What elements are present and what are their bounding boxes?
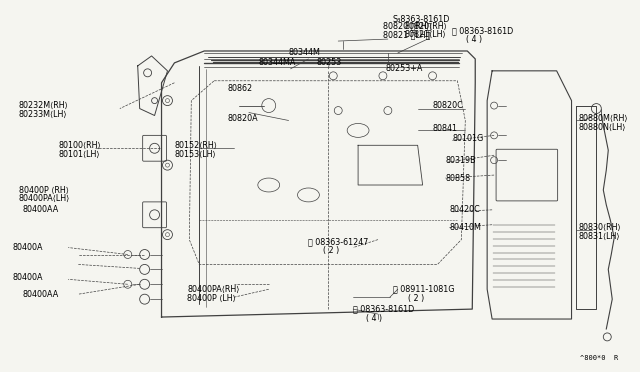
Text: 80319B: 80319B (445, 156, 476, 165)
Text: 80821 〈LH〉: 80821 〈LH〉 (383, 31, 430, 39)
Text: 80344MA: 80344MA (259, 58, 296, 67)
Text: ( 4 ): ( 4 ) (467, 35, 483, 44)
Text: 80400PA⟨LH⟩: 80400PA⟨LH⟩ (19, 195, 70, 203)
Text: ( 2 ): ( 2 ) (408, 294, 424, 303)
Text: 80233M⟨LH⟩: 80233M⟨LH⟩ (19, 110, 67, 119)
Text: 80253+A: 80253+A (386, 64, 423, 73)
Text: 80820C: 80820C (433, 101, 463, 110)
Text: 80841: 80841 (433, 124, 458, 133)
Text: 80400A: 80400A (13, 243, 43, 252)
Text: 80862: 80862 (227, 84, 252, 93)
Text: 80101G: 80101G (452, 134, 484, 143)
Text: ( 2 ): ( 2 ) (323, 246, 340, 255)
Text: Ⓢ 08363-8161D: Ⓢ 08363-8161D (353, 305, 414, 314)
Text: 80400AA: 80400AA (22, 205, 59, 214)
Text: 80880N⟨LH⟩: 80880N⟨LH⟩ (579, 123, 626, 132)
Text: 80400AA: 80400AA (22, 290, 59, 299)
Text: 80152⟨RH⟩: 80152⟨RH⟩ (175, 141, 218, 150)
Text: 80253: 80253 (316, 58, 342, 67)
Text: ^800*0  R: ^800*0 R (580, 355, 618, 361)
Text: 80232M⟨RH⟩: 80232M⟨RH⟩ (19, 101, 68, 110)
Text: 80821⟨LH⟩: 80821⟨LH⟩ (404, 30, 446, 39)
Text: Ⓢ 08363-8161D: Ⓢ 08363-8161D (452, 27, 514, 36)
Text: 80830⟨RH⟩: 80830⟨RH⟩ (579, 223, 621, 232)
Text: 80400PA⟨RH⟩: 80400PA⟨RH⟩ (188, 285, 240, 294)
Text: Ⓢ 08363-61247: Ⓢ 08363-61247 (308, 237, 369, 246)
Text: 80858: 80858 (445, 174, 470, 183)
Text: 80153⟨LH⟩: 80153⟨LH⟩ (175, 150, 216, 159)
Text: 80820⟨RH⟩: 80820⟨RH⟩ (404, 22, 447, 31)
Text: 80344M: 80344M (289, 48, 321, 57)
Text: 80400P ⟨LH⟩: 80400P ⟨LH⟩ (188, 294, 236, 303)
Text: 80410M: 80410M (449, 223, 481, 232)
Text: Ⓝ 08911-1081G: Ⓝ 08911-1081G (393, 285, 454, 294)
Text: 80820A: 80820A (227, 114, 258, 123)
Text: 80101⟨LH⟩: 80101⟨LH⟩ (58, 150, 100, 159)
Text: ( 4 ): ( 4 ) (366, 314, 382, 323)
Text: 80820 〈RH〉: 80820 〈RH〉 (383, 22, 431, 31)
Text: 80420C: 80420C (449, 205, 480, 214)
Text: 80831⟨LH⟩: 80831⟨LH⟩ (579, 232, 620, 241)
Text: 80400A: 80400A (13, 273, 43, 282)
Text: 80400P ⟨RH⟩: 80400P ⟨RH⟩ (19, 186, 68, 195)
Text: S₃8363-8161D: S₃8363-8161D (393, 15, 450, 24)
Text: 80100⟨RH⟩: 80100⟨RH⟩ (58, 141, 101, 150)
Text: 80880M⟨RH⟩: 80880M⟨RH⟩ (579, 114, 628, 123)
